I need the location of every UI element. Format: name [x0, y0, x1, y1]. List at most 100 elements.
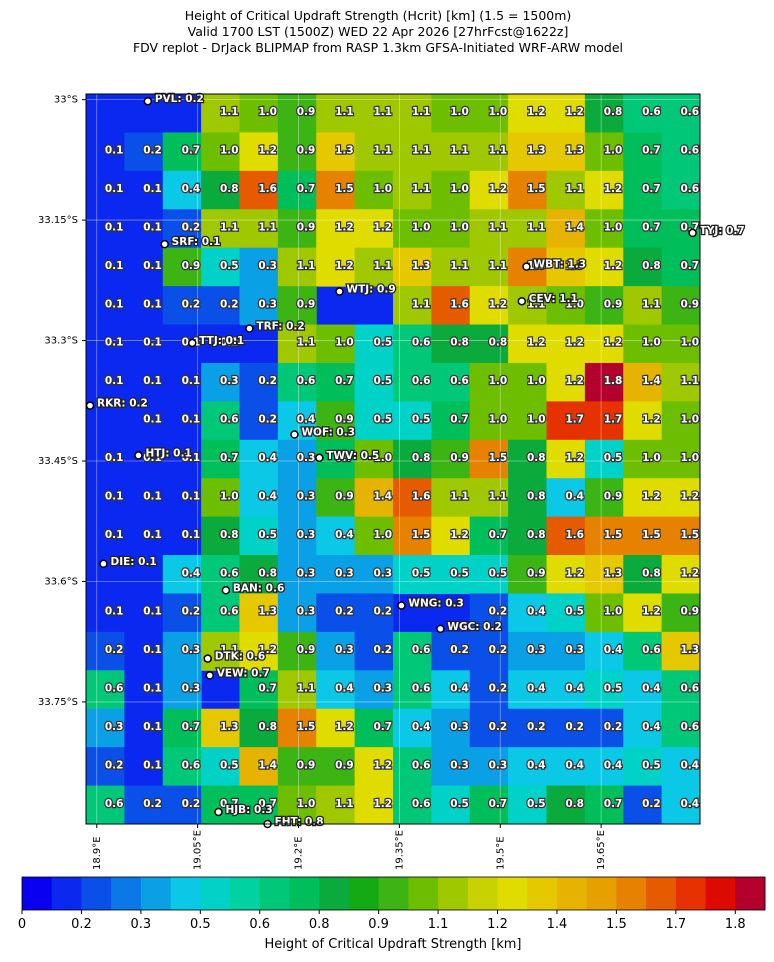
cell-value-label: 0.6: [182, 759, 201, 771]
data-cell: [124, 708, 164, 748]
cell-value-label: 0.5: [489, 567, 508, 579]
data-cell: [469, 132, 509, 172]
station-marker: [205, 671, 214, 680]
data-cell: [201, 209, 240, 249]
data-cell: [354, 785, 394, 825]
cell-value-label: 0.3: [182, 683, 201, 695]
data-cell: [661, 785, 701, 825]
cell-value-label: 0.9: [182, 260, 201, 272]
data-cell: [431, 555, 471, 594]
colorbar-bin: [170, 877, 201, 910]
data-cell: [316, 170, 356, 210]
data-cell: [201, 478, 240, 518]
data-cell: [316, 555, 356, 594]
data-cell: [584, 631, 624, 671]
cell-value-label: 0.4: [182, 567, 201, 579]
data-cell: [469, 401, 509, 441]
cell-value-label: 0.1: [105, 260, 124, 272]
data-cell: [393, 286, 432, 326]
cell-value-label: 0.2: [143, 145, 162, 157]
data-cell: [508, 401, 547, 441]
data-cell: [393, 247, 432, 287]
cell-value-label: 0.1: [143, 414, 162, 426]
data-cell: [162, 478, 202, 518]
data-cell: [277, 593, 317, 633]
data-cell: [393, 324, 432, 364]
data-cell: [431, 286, 471, 326]
cell-value-label: 0.1: [143, 375, 162, 387]
colorbar-bin: [735, 877, 766, 910]
cell-value-label: 0.6: [681, 683, 700, 695]
data-cell: [508, 747, 547, 787]
data-cell: [661, 401, 701, 441]
cell-value-label: 0.9: [681, 606, 700, 618]
cell-value-label: 1.2: [489, 298, 508, 310]
data-cell: [393, 401, 432, 441]
cell-value-label: 1.2: [565, 452, 584, 464]
cell-value-label: 0.5: [220, 759, 239, 771]
data-cell: [124, 247, 164, 287]
cell-value-label: 0.4: [565, 490, 584, 502]
cell-value-label: 1.1: [450, 145, 469, 157]
cell-value-label: 1.6: [565, 529, 584, 541]
cell-value-label: 1.6: [450, 298, 469, 310]
data-cell: [469, 747, 509, 787]
cell-value-label: 0.8: [604, 106, 623, 118]
cell-value-label: 0.8: [527, 452, 546, 464]
cell-value-label: 0.3: [374, 567, 393, 579]
data-cell: [661, 747, 701, 787]
data-cell: [469, 631, 509, 671]
data-cell: [584, 785, 624, 825]
data-cell: [546, 670, 586, 710]
data-cell: [162, 439, 202, 479]
cell-value-label: 0.3: [335, 644, 354, 656]
data-cell: [393, 362, 432, 402]
cell-value-label: 1.2: [565, 567, 584, 579]
data-cell: [508, 286, 547, 326]
cell-value-label: 0.2: [489, 644, 508, 656]
cell-value-label: 1.5: [681, 529, 700, 541]
data-cell: [277, 324, 317, 364]
cell-value-label: 0.2: [489, 606, 508, 618]
data-cell: [584, 593, 624, 633]
data-cell: [354, 247, 394, 287]
cell-value-label: 0.3: [105, 721, 124, 733]
cell-value-label: 1.1: [335, 798, 354, 810]
cell-value-label: 1.3: [604, 567, 623, 579]
cell-value-label: 0.9: [527, 567, 546, 579]
data-cell: [201, 785, 240, 825]
cell-value-label: 1.5: [527, 183, 546, 195]
cell-value-label: 0.6: [450, 375, 469, 387]
cell-value-label: 1.1: [297, 337, 316, 349]
cell-value-label: 1.2: [681, 567, 700, 579]
cell-value-label: 0.6: [220, 567, 239, 579]
cell-value-label: 1.1: [220, 644, 239, 656]
data-cell: [508, 439, 547, 479]
data-cell: [546, 516, 586, 556]
station-label: HJB: 0.3: [225, 804, 272, 816]
cell-value-label: 0.3: [489, 759, 508, 771]
data-cell: [162, 670, 202, 710]
cell-value-label: 0.4: [681, 759, 700, 771]
cell-value-label: 0.4: [604, 759, 623, 771]
data-cell: [201, 708, 240, 748]
colorbar-bin: [319, 877, 350, 910]
data-cell: [277, 209, 317, 249]
data-cell: [201, 401, 240, 441]
data-cell: [661, 478, 701, 518]
data-cell: [584, 516, 624, 556]
cell-value-label: 0.1: [143, 683, 162, 695]
cell-value-label: 1.1: [335, 106, 354, 118]
colorbar-bin: [527, 877, 558, 910]
data-cell: [86, 593, 125, 633]
data-cell: [431, 439, 471, 479]
data-cell: [201, 631, 240, 671]
data-cell: [393, 439, 432, 479]
data-cell: [239, 785, 279, 825]
colorbar-tick-label: 1.4: [547, 917, 568, 932]
data-cell: [431, 132, 471, 172]
cell-value-label: 0.8: [565, 798, 584, 810]
data-cell: [623, 132, 663, 172]
data-cell: [546, 401, 586, 441]
data-cell: [546, 631, 586, 671]
